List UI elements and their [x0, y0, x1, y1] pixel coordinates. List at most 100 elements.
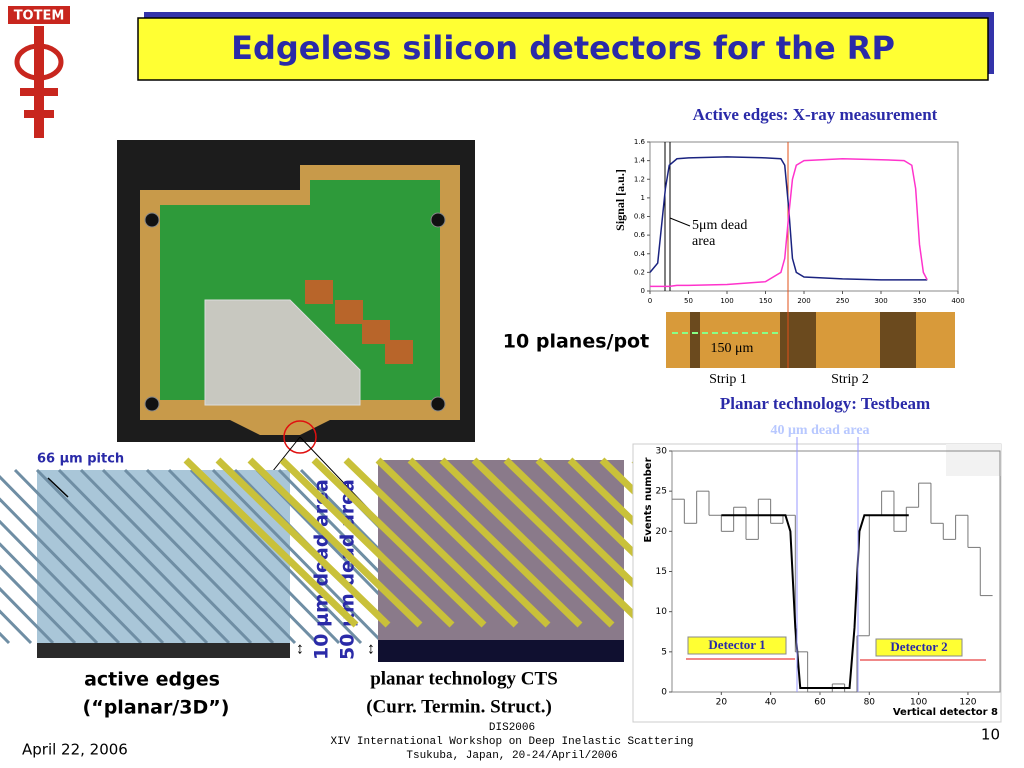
x-tick-label: 100: [720, 297, 733, 305]
strip-line: [145, 468, 319, 645]
plot-area: [649, 141, 959, 292]
page-number: 10: [981, 726, 1000, 744]
x-tick-label: 40: [765, 698, 777, 708]
stats-box: [946, 444, 1001, 476]
cts-line: [215, 457, 391, 628]
strip-line: [0, 586, 55, 645]
strip-line: [57, 468, 231, 645]
strip-line: [35, 468, 209, 645]
photo-edge: [378, 640, 624, 662]
dead-area-label: 50 μm dead area: [337, 479, 359, 660]
chart-title: Active edges: X-ray measurement: [693, 105, 938, 124]
y-tick-label: 25: [656, 487, 667, 497]
strip-line: [0, 542, 99, 645]
footer: XIV International Workshop on Deep Inela…: [330, 736, 693, 748]
cts-line: [279, 457, 455, 628]
dead-area-label: 40 μm dead area: [770, 423, 869, 438]
y-tick-label: 1.6: [634, 138, 646, 146]
arrow: ↕: [296, 641, 304, 658]
cts-line: [439, 457, 615, 628]
histogram-panel: [632, 443, 1002, 723]
pitch-arrow: [47, 477, 69, 498]
arrow: ↕: [367, 641, 375, 658]
testbeam-heading: Planar technology: Testbeam: [720, 394, 930, 413]
footer: Tsukuba, Japan, 20-24/April/2006: [406, 750, 617, 762]
scale-label: 150 μm: [711, 341, 754, 356]
strip-line: [123, 468, 297, 645]
strip-line: [0, 564, 77, 645]
detector-label: Detector 2: [890, 639, 947, 654]
cts-line: [343, 457, 519, 628]
strip-gaps: [690, 312, 916, 368]
strip-line: [101, 468, 275, 645]
cts-line: [375, 457, 551, 628]
date: April 22, 2006: [22, 741, 128, 759]
x-tick-label: 0: [648, 297, 652, 305]
x-axis-label: Vertical detector 8: [893, 707, 998, 718]
x-tick-label: 350: [913, 297, 926, 305]
y-tick-label: 0.6: [634, 231, 646, 239]
detector-box: [687, 636, 787, 655]
strip-label: Strip 2: [831, 372, 869, 387]
micro-photo-left: [37, 470, 290, 658]
y-tick-label: 1.4: [634, 157, 646, 165]
x-tick-label: 80: [864, 698, 876, 708]
x-tick-label: 150: [759, 297, 772, 305]
detector-label: Detector 1: [708, 637, 765, 652]
y-tick-label: 1.2: [634, 175, 645, 183]
strip-line: [167, 468, 341, 645]
x-tick-label: 400: [951, 297, 964, 305]
x-tick-label: 50: [684, 297, 693, 305]
y-axis-label: Events number: [643, 457, 654, 542]
y-tick-label: 1: [641, 194, 645, 202]
y-tick-label: 0.4: [634, 250, 646, 258]
x-tick-label: 100: [910, 698, 927, 708]
x-tick-label: 60: [814, 698, 826, 708]
detector-box: [875, 638, 963, 657]
y-tick-label: 15: [656, 567, 667, 577]
series-line: [649, 156, 928, 281]
photo-edge: [37, 643, 290, 658]
strip-line: [79, 468, 253, 645]
logo-text: TOTEM: [14, 9, 65, 24]
title: Edgeless silicon detectors for the RP: [231, 29, 895, 67]
planar-cts: (Curr. Termin. Struct.): [366, 696, 552, 717]
x-tick-label: 200: [797, 297, 810, 305]
sensor: [204, 299, 361, 406]
x-tick-label: 300: [874, 297, 887, 305]
annotation: 5μm dead area: [692, 218, 747, 249]
active-edges: (“planar/3D”): [83, 697, 230, 719]
planar-cts: planar technology CTS: [370, 668, 558, 689]
footer: DIS2006: [489, 722, 535, 734]
active-edges: active edges: [84, 669, 220, 691]
logo-banner: [8, 6, 70, 24]
mount-holes: [144, 212, 446, 412]
planes-label: 10 planes/pot: [503, 331, 649, 353]
cts-line: [183, 457, 359, 628]
strip-line: [189, 468, 363, 645]
y-tick-label: 20: [656, 527, 668, 537]
strip-line: [13, 468, 187, 645]
strip-line: [0, 474, 165, 645]
pitch-label: 66 μm pitch: [37, 452, 124, 467]
strip-line: [211, 468, 385, 645]
strip-line: [0, 609, 33, 645]
cts-line: [407, 457, 583, 628]
strip-label: Strip 1: [709, 372, 747, 387]
fit-line: [721, 514, 909, 689]
title-box: [137, 17, 989, 81]
y-tick-label: 0: [641, 287, 645, 295]
cts-line: [247, 457, 423, 628]
zoom-circle: [283, 420, 317, 454]
cts-line: [311, 457, 487, 628]
y-tick-label: 0.8: [634, 213, 645, 221]
logo-emblem: [14, 26, 64, 138]
series-line: [650, 158, 928, 288]
chips: [305, 280, 413, 364]
y-tick-label: 0: [661, 688, 667, 698]
strip-line: [0, 497, 143, 645]
y-axis-label: Signal [a.u.]: [613, 169, 627, 231]
y-tick-label: 5: [661, 647, 667, 657]
